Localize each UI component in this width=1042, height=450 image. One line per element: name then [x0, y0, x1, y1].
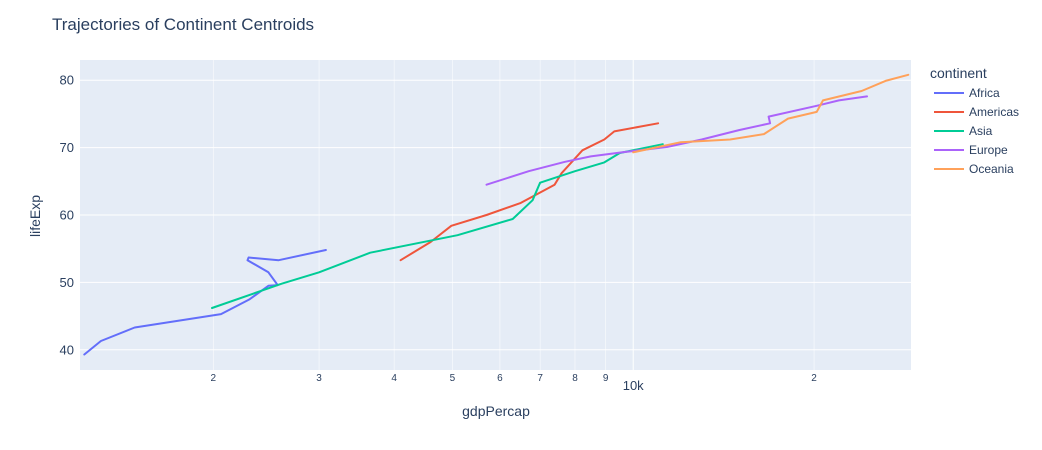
- x-tick-label: 2: [811, 373, 817, 384]
- legend-label-africa: Africa: [969, 86, 1000, 100]
- x-tick-label: 4: [391, 373, 397, 384]
- x-tick-label: 8: [572, 373, 578, 384]
- x-tick-label: 5: [450, 373, 456, 384]
- legend-title: continent: [930, 65, 987, 81]
- x-axis-ticks: 2 3 4 5 6 7 8 9 10k 2: [210, 373, 817, 393]
- series-line-asia: [211, 143, 664, 309]
- x-tick-label: 6: [497, 373, 503, 384]
- y-tick-label: 40: [60, 342, 74, 357]
- y-tick-label: 60: [60, 208, 74, 223]
- legend-label-oceania: Oceania: [969, 162, 1014, 176]
- series-line-americas: [399, 122, 660, 262]
- series-line-oceania: [632, 73, 910, 154]
- legend-label-asia: Asia: [969, 124, 993, 138]
- x-tick-label: 7: [537, 373, 543, 384]
- series-line-europe: [485, 95, 868, 186]
- y-tick-label: 50: [60, 275, 74, 290]
- series-lines: [83, 73, 910, 356]
- x-tick-label: 10k: [623, 378, 644, 393]
- x-tick-label: 2: [210, 373, 216, 384]
- y-axis-title: lifeExp: [27, 195, 43, 237]
- legend-label-europe: Europe: [969, 143, 1008, 157]
- x-axis-title: gdpPercap: [462, 403, 530, 419]
- chart-title: Trajectories of Continent Centroids: [52, 15, 314, 34]
- x-tick-label: 3: [316, 373, 322, 384]
- legend-label-americas: Americas: [969, 105, 1019, 119]
- x-tick-label: 9: [603, 373, 609, 384]
- y-axis-ticks: 40 50 60 70 80: [60, 73, 74, 358]
- y-tick-label: 70: [60, 140, 74, 155]
- series-line-africa: [83, 249, 327, 356]
- y-tick-label: 80: [60, 73, 74, 88]
- legend: continent Africa Americas Asia Europe Oceani…: [930, 65, 1019, 176]
